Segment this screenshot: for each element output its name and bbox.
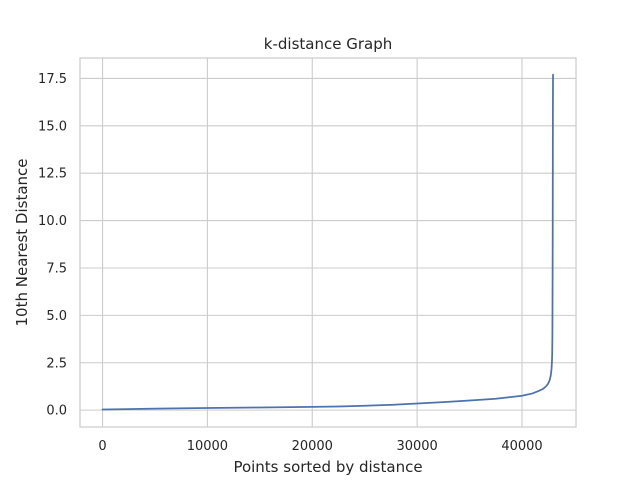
chart-title: k-distance Graph (264, 35, 392, 53)
x-tick-label: 30000 (396, 439, 437, 454)
plot-background (80, 58, 576, 427)
x-tick-label: 20000 (292, 439, 333, 454)
y-tick-label: 0.0 (46, 404, 67, 419)
plot-frame (79, 57, 577, 428)
y-tick-label: 17.5 (38, 72, 67, 87)
y-tick-label: 7.5 (46, 261, 67, 276)
y-tick-label: 15.0 (38, 119, 67, 134)
y-tick-label: 10.0 (38, 214, 67, 229)
x-tick-labels: 0 10000 20000 30000 40000 (98, 439, 542, 454)
line-layer (101, 73, 554, 411)
x-tick-label: 0 (98, 439, 106, 454)
grid-layer (80, 58, 576, 427)
y-axis-label: 10th Nearest Distance (13, 158, 31, 326)
y-tick-label: 2.5 (46, 356, 67, 371)
x-axis-label: Points sorted by distance (233, 458, 422, 476)
k-distance-line (101, 73, 554, 411)
y-tick-label: 5.0 (46, 309, 67, 324)
y-tick-labels: 0.0 2.5 5.0 7.5 10.0 12.5 15.0 17.5 (38, 72, 67, 419)
y-tick-label: 12.5 (38, 167, 67, 182)
x-tick-label: 10000 (187, 439, 228, 454)
x-tick-label: 40000 (501, 439, 542, 454)
